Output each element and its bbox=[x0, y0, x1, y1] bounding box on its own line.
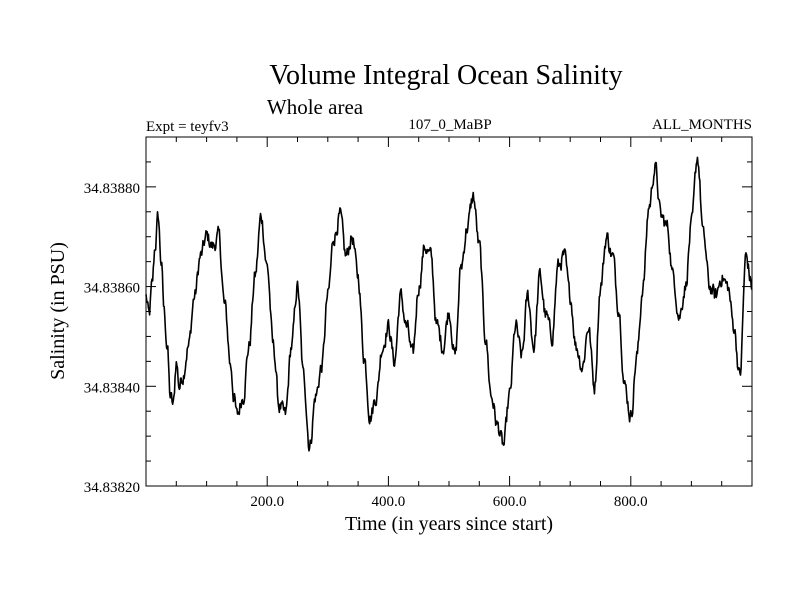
y-axis-tick-labels: 34.83820 34.83840 34.83860 34.83880 bbox=[84, 181, 140, 496]
x-tick-label: 200.0 bbox=[250, 494, 284, 510]
expt-label: Expt = teyfv3 bbox=[146, 119, 229, 135]
x-tick-label: 400.0 bbox=[372, 494, 406, 510]
x-axis-tick-labels: 200.0 400.0 600.0 800.0 bbox=[250, 494, 647, 510]
chart-title: Volume Integral Ocean Salinity bbox=[269, 60, 622, 91]
x-tick-label: 600.0 bbox=[493, 494, 527, 510]
x-axis-label: Time (in years since start) bbox=[345, 513, 553, 535]
y-axis-label: Salinity (in PSU) bbox=[47, 242, 69, 380]
y-tick-label: 34.83880 bbox=[84, 181, 140, 197]
x-tick-label: 800.0 bbox=[614, 494, 648, 510]
y-tick-label: 34.83840 bbox=[84, 380, 140, 396]
period-label: 107_0_MaBP bbox=[408, 117, 491, 133]
chart-subtitle: Whole area bbox=[267, 95, 364, 119]
x-axis-ticks bbox=[145, 137, 753, 486]
y-tick-label: 34.83820 bbox=[84, 480, 140, 496]
months-label: ALL_MONTHS bbox=[652, 117, 752, 133]
salinity-series-line bbox=[145, 156, 753, 452]
y-axis-ticks bbox=[146, 136, 752, 487]
plot-frame bbox=[145, 136, 753, 487]
y-tick-label: 34.83860 bbox=[84, 281, 140, 297]
